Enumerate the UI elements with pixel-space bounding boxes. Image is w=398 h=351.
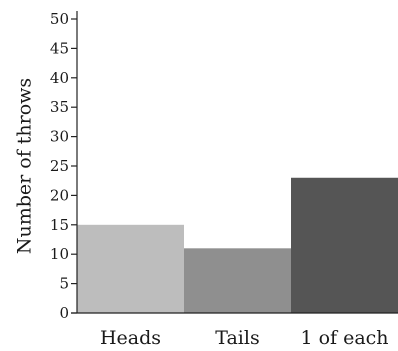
- y-tick-label: 50: [50, 10, 69, 28]
- bar-heads: [77, 224, 184, 313]
- y-tick-label: 10: [50, 245, 69, 263]
- y-tick-label: 25: [50, 157, 69, 175]
- x-category-label: Heads: [100, 327, 161, 349]
- x-category-label: 1 of each: [300, 327, 388, 349]
- x-category-label: Tails: [215, 327, 259, 349]
- y-axis-title: Number of throws: [14, 78, 36, 254]
- bar-tails: [184, 248, 291, 313]
- x-labels-group: Heads Tails 1 of each: [100, 327, 389, 349]
- y-tick-label: 35: [50, 98, 69, 116]
- y-tick-label: 0: [59, 304, 69, 322]
- y-tick-label: 40: [50, 69, 69, 87]
- y-tick-label: 30: [50, 128, 69, 146]
- y-tick-label: 5: [59, 275, 69, 293]
- y-tick-label: 15: [50, 216, 69, 234]
- y-tick-label: 20: [50, 186, 69, 204]
- bars-group: [77, 177, 398, 313]
- y-tick-label: 45: [50, 39, 69, 57]
- bar-1-of-each: [291, 177, 398, 313]
- y-ticks-group: 0 5 10 15 20 25 30 35 40 45 50: [50, 10, 77, 322]
